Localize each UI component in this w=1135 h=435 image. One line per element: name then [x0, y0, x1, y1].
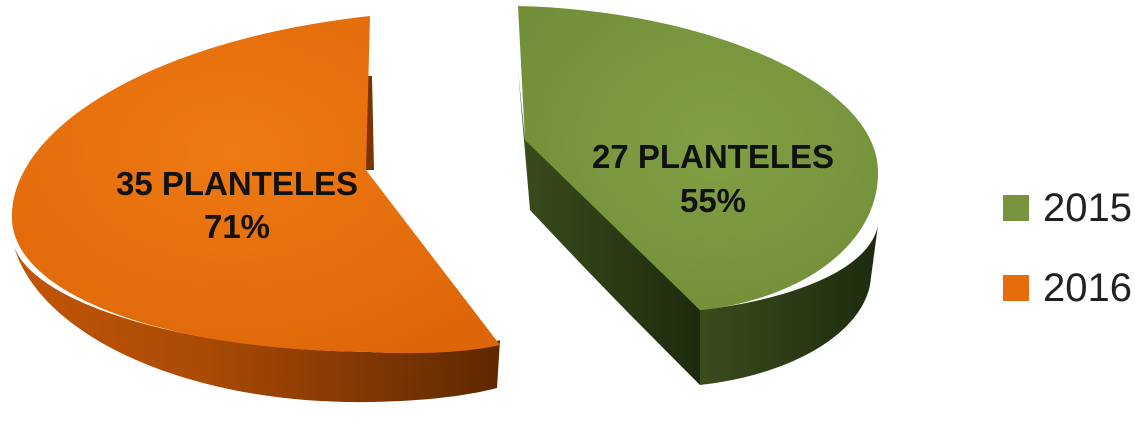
slice-2016-label-count: 35 PLANTELES [116, 165, 358, 202]
legend-swatch-2015 [1003, 195, 1029, 221]
slice-2015-top [518, 6, 879, 310]
slice-2016-side [12, 238, 500, 403]
legend-label-2016: 2016 [1043, 265, 1132, 310]
slice-2016[interactable] [11, 16, 500, 403]
legend-label-2015: 2015 [1043, 185, 1132, 230]
slice-2016-label-percent: 71% [204, 208, 270, 245]
slice-2016-top [11, 16, 500, 354]
slice-2015-side-front [700, 225, 878, 385]
legend-swatch-2016 [1003, 275, 1029, 301]
slice-2015[interactable] [518, 6, 879, 385]
slice-2015-label-count: 27 PLANTELES [592, 138, 834, 175]
legend: 2015 2016 [1003, 182, 1132, 314]
slice-2015-label-percent: 55% [680, 182, 746, 219]
legend-item-2015[interactable]: 2015 [1003, 182, 1132, 234]
legend-item-2016[interactable]: 2016 [1003, 262, 1132, 314]
slice-2015-side [518, 70, 700, 385]
